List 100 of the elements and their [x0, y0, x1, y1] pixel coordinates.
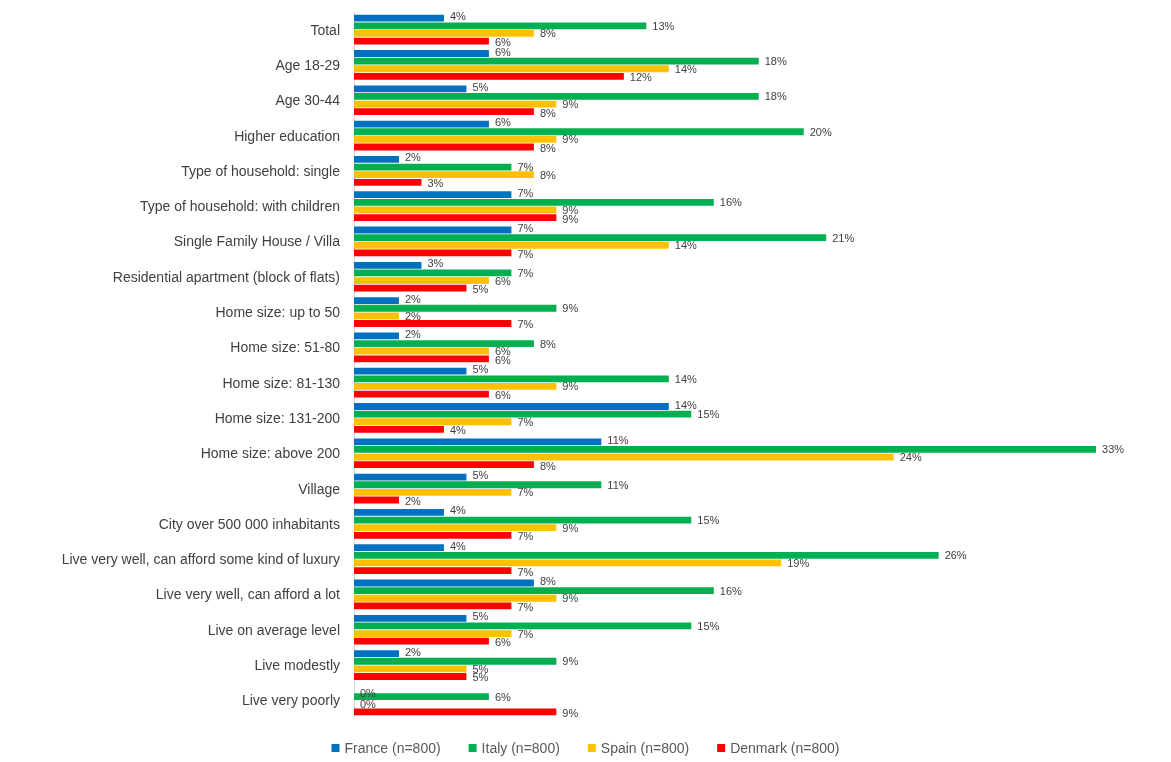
- bar: [354, 22, 647, 30]
- data-label: 7%: [517, 266, 534, 279]
- bar: [354, 261, 422, 269]
- legend-label: Denmark (n=800): [730, 740, 840, 756]
- data-label: 6%: [494, 690, 512, 703]
- data-label: 0%: [360, 686, 377, 699]
- y-tick-label: Home size: above 200: [200, 445, 341, 462]
- data-label: 14%: [674, 398, 698, 411]
- data-label: 11%: [607, 478, 629, 491]
- bar: [354, 708, 557, 716]
- bar: [354, 524, 557, 532]
- data-label: 7%: [517, 186, 534, 199]
- bar: [354, 191, 512, 199]
- data-label: 5%: [472, 610, 489, 623]
- bar: [354, 673, 467, 680]
- data-label: 14%: [674, 239, 698, 252]
- bar: [354, 355, 489, 363]
- bar: [354, 665, 467, 673]
- data-label: 5%: [472, 80, 489, 93]
- bar: [354, 93, 759, 100]
- data-label: 16%: [719, 584, 743, 597]
- bar: [354, 587, 714, 595]
- bar: [354, 375, 669, 383]
- data-label: 16%: [719, 196, 743, 209]
- bar: [354, 320, 512, 327]
- data-label: 21%: [832, 231, 855, 244]
- bar: [354, 72, 624, 80]
- bar: [354, 128, 804, 136]
- data-label: 8%: [539, 168, 556, 181]
- data-label: 9%: [562, 655, 579, 668]
- bar: [354, 340, 534, 347]
- bar: [354, 367, 467, 375]
- data-label: 18%: [764, 55, 787, 68]
- bar: [354, 481, 602, 489]
- bar: [354, 304, 557, 312]
- data-label: 9%: [562, 521, 579, 534]
- data-label: 9%: [562, 302, 579, 315]
- legend-label: France (n=800): [344, 740, 441, 756]
- data-label: 7%: [517, 222, 534, 235]
- data-label: 14%: [674, 62, 698, 75]
- bar: [354, 198, 714, 206]
- data-label: 20%: [809, 125, 832, 138]
- bar: [354, 120, 489, 128]
- data-label: 15%: [697, 408, 720, 421]
- bar: [354, 14, 444, 22]
- bar: [354, 234, 827, 242]
- data-label: 8%: [539, 106, 556, 119]
- data-label: 2%: [404, 309, 422, 322]
- data-label: 4%: [449, 10, 467, 23]
- bar: [354, 614, 467, 622]
- bar: [354, 65, 669, 73]
- bar: [354, 551, 939, 559]
- data-label: 8%: [539, 141, 556, 154]
- bar: [354, 312, 399, 320]
- y-tick-label: Live very well, can afford a lot: [155, 586, 341, 603]
- data-label: 7%: [517, 530, 534, 543]
- data-label: 33%: [1102, 443, 1125, 456]
- bar: [354, 473, 467, 481]
- data-label: 8%: [539, 27, 556, 40]
- data-label: 19%: [787, 556, 810, 569]
- data-label: 7%: [517, 565, 534, 578]
- bar: [354, 531, 512, 539]
- data-label: 7%: [517, 415, 534, 428]
- data-label: 15%: [697, 619, 720, 632]
- y-tick-label: Single Family House / Villa: [173, 233, 341, 250]
- data-label: 13%: [652, 19, 675, 32]
- data-label: 2%: [404, 151, 422, 164]
- y-tick-label: Age 18-29: [275, 56, 341, 73]
- bar: [354, 30, 534, 37]
- y-tick-label: Age 30-44: [275, 92, 341, 109]
- bar: [354, 602, 512, 610]
- bar: [354, 347, 489, 355]
- data-label: 3%: [427, 177, 444, 190]
- bar: [354, 214, 557, 221]
- bar: [354, 249, 512, 257]
- data-label: 9%: [562, 706, 579, 719]
- bar: [354, 277, 489, 284]
- y-tick-label: Home size: 51-80: [230, 339, 341, 356]
- bar: [354, 418, 512, 426]
- y-tick-label: Home size: 81-130: [222, 374, 341, 391]
- bar: [354, 657, 557, 665]
- data-label: 2%: [404, 327, 422, 340]
- y-tick-label: Live on average level: [207, 621, 340, 638]
- data-label: 24%: [899, 451, 922, 464]
- bar: [354, 178, 422, 186]
- data-label: 6%: [494, 636, 512, 649]
- data-label: 2%: [404, 494, 422, 507]
- data-label: 8%: [539, 337, 556, 350]
- bar: [354, 297, 399, 305]
- data-label: 15%: [697, 514, 720, 527]
- bar: [354, 488, 512, 496]
- data-label: 7%: [517, 247, 534, 260]
- data-label: 2%: [404, 292, 422, 305]
- bar: [354, 57, 759, 65]
- bar: [354, 171, 534, 179]
- bar: [354, 410, 692, 418]
- y-tick-label: Live very well, can afford some kind of luxury: [61, 551, 340, 568]
- y-tick-label: Live very poorly: [241, 692, 340, 709]
- data-label: 7%: [517, 486, 534, 499]
- bar: [354, 567, 512, 574]
